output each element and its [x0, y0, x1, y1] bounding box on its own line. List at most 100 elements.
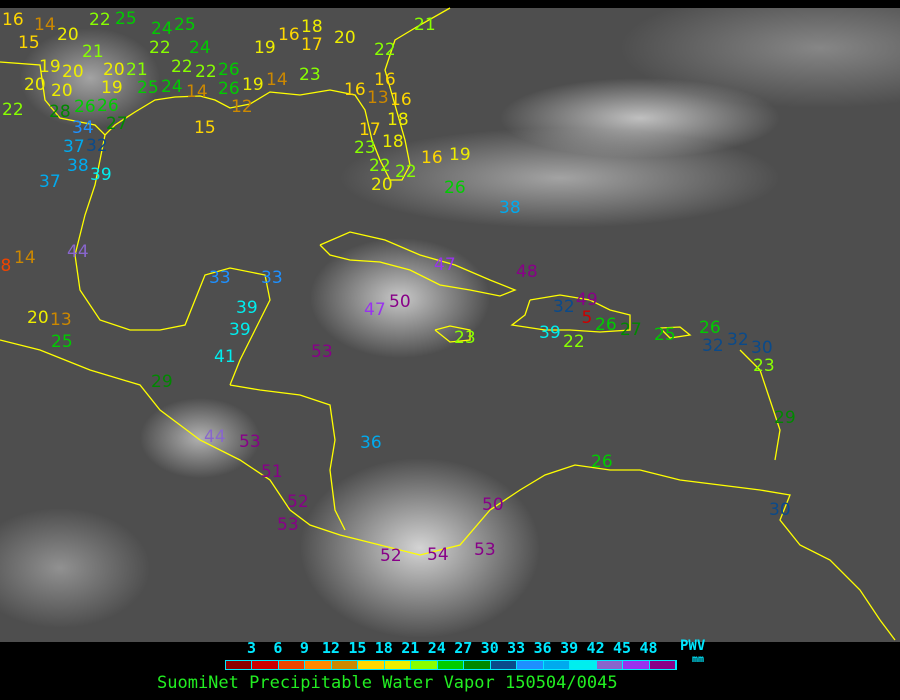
station-pwv-value: 20 [62, 61, 84, 82]
colorbar-tick: 15 [348, 639, 367, 657]
colorbar-tick: 30 [480, 639, 499, 657]
station-pwv-value: 52 [287, 491, 309, 512]
us-gulf-coast [0, 7, 451, 181]
station-pwv-value: 25 [174, 14, 196, 35]
station-pwv-value: 30 [769, 499, 791, 520]
cuba [319, 231, 517, 297]
colorbar-cell [596, 661, 624, 669]
station-pwv-value: 53 [474, 539, 496, 560]
station-pwv-value: 50 [389, 291, 411, 312]
station-pwv-value: 20 [334, 27, 356, 48]
station-pwv-value: 41 [214, 346, 236, 367]
station-pwv-value: 26 [74, 96, 96, 117]
colorbar-cell [543, 661, 571, 669]
station-pwv-value: 51 [261, 461, 283, 482]
station-pwv-value: 26 [444, 177, 466, 198]
station-pwv-value: 33 [261, 267, 283, 288]
station-pwv-value: 16 [344, 79, 366, 100]
station-pwv-value: 49 [576, 289, 598, 310]
colorbar-cell [437, 661, 465, 669]
station-pwv-value: 22 [89, 9, 111, 30]
station-pwv-value: 39 [539, 322, 561, 343]
station-pwv-value: 14 [266, 69, 288, 90]
station-pwv-value: 13 [50, 309, 72, 330]
station-pwv-value: 26 [97, 95, 119, 116]
station-pwv-value: 21 [126, 59, 148, 80]
station-pwv-value: 15 [18, 32, 40, 53]
station-pwv-value: 20 [51, 80, 73, 101]
station-pwv-value: 20 [24, 74, 46, 95]
station-pwv-value: 26 [218, 78, 240, 99]
colorbar-cell [358, 661, 385, 669]
station-pwv-value: 25 [51, 331, 73, 352]
station-pwv-value: 22 [195, 61, 217, 82]
station-pwv-value: 39 [229, 319, 251, 340]
station-pwv-value: 24 [189, 37, 211, 58]
station-pwv-value: 16 [421, 147, 443, 168]
station-pwv-value: 38 [499, 197, 521, 218]
station-pwv-value: 25 [654, 324, 676, 345]
colorbar-tick: 36 [533, 639, 552, 657]
colorbar-tick: 9 [299, 639, 309, 657]
colorbar-tick: 18 [374, 639, 393, 657]
unit: mm [692, 654, 705, 665]
station-pwv-value: 18 [382, 131, 404, 152]
station-pwv-value: 22 [395, 161, 417, 182]
station-pwv-value: 29 [151, 371, 173, 392]
colorbar-cell [464, 661, 491, 669]
station-pwv-value: 15 [194, 117, 216, 138]
colorbar-tick: 21 [401, 639, 420, 657]
station-pwv-value: 53 [311, 341, 333, 362]
station-pwv-value: 17 [359, 119, 381, 140]
station-labels: 16 14 15 20 21 19 20 20 20 20 21 19 26 25 22 28 26 27 34 32… [0, 8, 796, 566]
station-pwv-value: 38 [67, 155, 89, 176]
station-pwv-value: 22 [171, 56, 193, 77]
station-pwv-value: 21 [414, 14, 436, 35]
station-pwv-value: 8 [0, 255, 12, 276]
colorbar-tick: 39 [560, 639, 579, 657]
station-pwv-value: 22 [149, 37, 171, 58]
colorbar-tick: 42 [586, 639, 605, 657]
colorbar-tick: 33 [507, 639, 526, 657]
station-pwv-value: 20 [27, 307, 49, 328]
colorbar-cell [490, 661, 518, 669]
station-pwv-value: 16 [374, 69, 396, 90]
station-pwv-value: 32 [702, 335, 724, 356]
hispaniola [510, 294, 631, 333]
station-pwv-value: 39 [236, 297, 258, 318]
station-pwv-value: 32 [86, 135, 108, 156]
station-pwv-value: 25 [115, 8, 137, 29]
station-pwv-value: 20 [57, 24, 79, 45]
station-pwv-value: 33 [209, 267, 231, 288]
station-pwv-value: 14 [34, 14, 56, 35]
colorbar-cell [252, 661, 279, 669]
colorbar-tick: 24 [427, 639, 446, 657]
station-pwv-value: 25 [137, 77, 159, 98]
station-pwv-value: 48 [516, 261, 538, 282]
unit-label: PWV [680, 638, 706, 654]
colorbar-cell [226, 661, 253, 669]
colorbar-tick: 48 [639, 639, 658, 657]
station-pwv-value: 50 [482, 494, 504, 515]
colorbar-cell [384, 661, 412, 669]
station-pwv-value: 21 [82, 41, 104, 62]
south-america-coast [639, 469, 896, 641]
station-pwv-value: 13 [367, 87, 389, 108]
station-pwv-value: 26 [218, 59, 240, 80]
station-pwv-value: 52 [380, 545, 402, 566]
station-pwv-value: 27 [106, 113, 128, 134]
station-pwv-value: 23 [299, 64, 321, 85]
station-pwv-value: 47 [364, 299, 386, 320]
station-pwv-value: 39 [90, 164, 112, 185]
station-pwv-value: 23 [753, 355, 775, 376]
station-pwv-value: 5 [581, 307, 593, 328]
colorbar-cell [623, 661, 650, 669]
map-title: SuomiNet Precipitable Water Vapor 150504… [157, 673, 618, 693]
station-pwv-value: 19 [101, 77, 123, 98]
station-pwv-value: 16 [2, 9, 24, 30]
station-pwv-value: 22 [563, 331, 585, 352]
station-pwv-value: 26 [595, 314, 617, 335]
colorbar-tick: 45 [613, 639, 632, 657]
colorbar-tick: 6 [273, 639, 283, 657]
